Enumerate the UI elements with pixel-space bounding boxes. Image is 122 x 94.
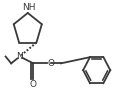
Text: N: N [16,52,23,61]
Text: O: O [30,80,37,89]
Text: O: O [47,59,54,68]
Text: NH: NH [22,3,35,12]
